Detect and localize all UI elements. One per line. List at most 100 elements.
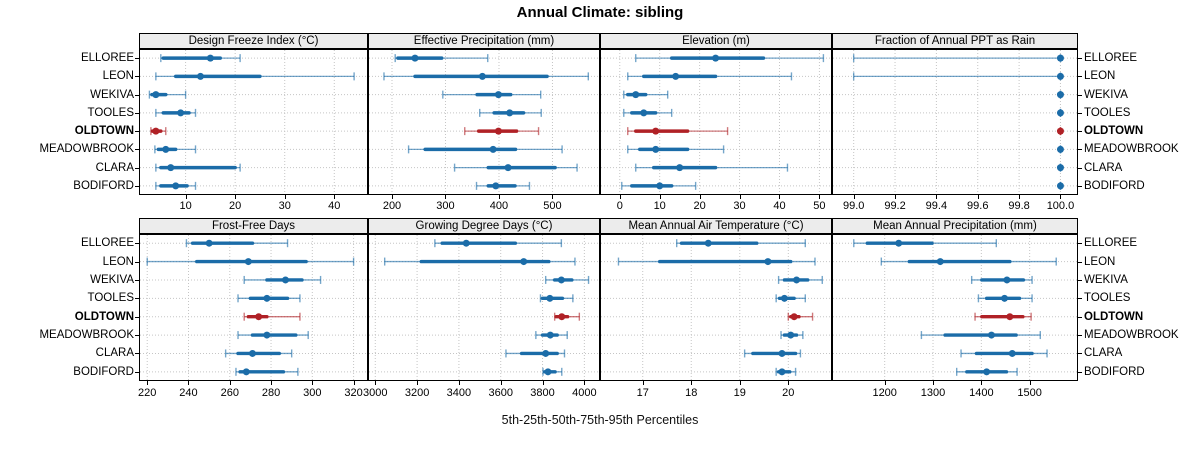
row-label-elloree-left: ELLOREE: [80, 237, 134, 250]
y-tick-right: [1078, 76, 1082, 78]
x-tick-growing-degree-days-c-: [458, 381, 460, 385]
panel-fraction-of-annual-ppt-as-rain: [832, 49, 1078, 195]
x-tick-mean-annual-precipitation-mm-: [1029, 381, 1031, 385]
strip-header-mean-annual-air-temperature-c-: Mean Annual Air Temperature (°C): [600, 218, 832, 234]
panel-elevation-m-: [600, 49, 832, 195]
x-tick-effective-precipitation-mm-: [445, 195, 447, 199]
x-tick-label-effective-precipitation-mm-: 500: [543, 200, 562, 212]
x-tick-label-effective-precipitation-mm-: 200: [382, 200, 402, 212]
x-tick-design-freeze-index-c-: [334, 195, 336, 199]
y-tick-right: [1078, 149, 1082, 151]
y-tick-right: [1078, 185, 1082, 187]
x-tick-design-freeze-index-c-: [235, 195, 237, 199]
x-tick-growing-degree-days-c-: [542, 381, 544, 385]
x-tick-label-growing-degree-days-c-: 3400: [446, 387, 472, 399]
x-tick-label-fraction-of-annual-ppt-as-rain: 99.8: [1008, 200, 1030, 212]
x-tick-mean-annual-precipitation-mm-: [981, 381, 983, 385]
panel-plot-elevation-m-: [601, 50, 831, 194]
x-tick-label-mean-annual-precipitation-mm-: 1200: [872, 387, 897, 399]
x-tick-label-elevation-m-: 50: [813, 200, 826, 212]
y-tick-left: [135, 112, 139, 114]
panel-plot-effective-precipitation-mm-: [369, 50, 599, 194]
x-tick-elevation-m-: [619, 195, 621, 199]
x-tick-label-frost-free-days: 240: [179, 387, 198, 399]
row-label-oldtown-right: OLDTOWN: [1084, 125, 1144, 138]
row-label-oldtown-right: OLDTOWN: [1084, 310, 1144, 323]
row-label-bodiford-left: BODIFORD: [73, 365, 134, 378]
panel-plot-fraction-of-annual-ppt-as-rain: [833, 50, 1077, 194]
x-tick-mean-annual-precipitation-mm-: [884, 381, 886, 385]
x-tick-label-growing-degree-days-c-: 3000: [363, 387, 388, 399]
x-tick-label-mean-annual-air-temperature-c-: 18: [685, 387, 698, 399]
panel-mean-annual-air-temperature-c-: [600, 234, 832, 381]
x-tick-fraction-of-annual-ppt-as-rain: [1019, 195, 1021, 199]
y-tick-right: [1078, 353, 1082, 355]
x-tick-growing-degree-days-c-: [375, 381, 377, 385]
x-tick-label-design-freeze-index-c-: 30: [278, 200, 291, 212]
y-tick-right: [1078, 243, 1082, 245]
row-label-wekiva-right: WEKIVA: [1084, 273, 1128, 286]
row-label-clara-right: CLARA: [1084, 161, 1123, 174]
figure-caption: 5th-25th-50th-75th-95th Percentiles: [501, 413, 699, 427]
x-tick-fraction-of-annual-ppt-as-rain: [936, 195, 938, 199]
y-tick-left: [135, 58, 139, 60]
x-tick-label-fraction-of-annual-ppt-as-rain: 99.6: [967, 200, 989, 212]
x-tick-label-design-freeze-index-c-: 10: [179, 200, 192, 212]
x-tick-elevation-m-: [779, 195, 781, 199]
strip-header-growing-degree-days-c-: Growing Degree Days (°C): [368, 218, 600, 234]
x-tick-frost-free-days: [353, 381, 355, 385]
y-tick-left: [135, 76, 139, 78]
y-tick-right: [1078, 335, 1082, 337]
y-tick-right: [1078, 371, 1082, 373]
x-tick-mean-annual-air-temperature-c-: [642, 381, 644, 385]
x-tick-fraction-of-annual-ppt-as-rain: [895, 195, 897, 199]
y-tick-right: [1078, 261, 1082, 263]
row-label-meadowbrook-right: MEADOWBROOK: [1084, 329, 1179, 342]
x-tick-label-elevation-m-: 30: [733, 200, 746, 212]
x-tick-growing-degree-days-c-: [500, 381, 502, 385]
x-tick-elevation-m-: [819, 195, 821, 199]
row-label-meadowbrook-right: MEADOWBROOK: [1084, 143, 1179, 156]
row-label-oldtown-left: OLDTOWN: [74, 125, 134, 138]
row-label-elloree-left: ELLOREE: [80, 52, 134, 65]
x-tick-elevation-m-: [739, 195, 741, 199]
panel-plot-design-freeze-index-c-: [140, 50, 367, 194]
row-label-bodiford-right: BODIFORD: [1084, 179, 1145, 192]
x-tick-fraction-of-annual-ppt-as-rain: [977, 195, 979, 199]
x-tick-label-elevation-m-: 0: [616, 200, 623, 212]
row-label-tooles-right: TOOLES: [1084, 106, 1131, 119]
x-tick-label-mean-annual-air-temperature-c-: 19: [733, 387, 746, 399]
x-tick-growing-degree-days-c-: [584, 381, 586, 385]
panel-effective-precipitation-mm-: [368, 49, 600, 195]
x-tick-label-fraction-of-annual-ppt-as-rain: 99.2: [884, 200, 906, 212]
x-tick-label-growing-degree-days-c-: 3600: [488, 387, 513, 399]
x-tick-label-effective-precipitation-mm-: 400: [489, 200, 509, 212]
row-label-tooles-left: TOOLES: [87, 106, 134, 119]
y-tick-left: [135, 185, 139, 187]
x-tick-effective-precipitation-mm-: [498, 195, 500, 199]
x-tick-frost-free-days: [271, 381, 273, 385]
panel-frost-free-days: [139, 234, 368, 381]
x-tick-label-mean-annual-air-temperature-c-: 20: [782, 387, 795, 399]
y-tick-left: [135, 353, 139, 355]
row-label-wekiva-left: WEKIVA: [90, 88, 134, 101]
y-tick-left: [135, 167, 139, 169]
row-label-wekiva-left: WEKIVA: [90, 273, 134, 286]
y-tick-right: [1078, 316, 1082, 318]
y-tick-left: [135, 243, 139, 245]
row-label-meadowbrook-left: MEADOWBROOK: [39, 329, 134, 342]
panel-plot-growing-degree-days-c-: [369, 235, 599, 380]
row-label-elloree-right: ELLOREE: [1084, 52, 1138, 65]
y-tick-left: [135, 131, 139, 133]
panel-plot-mean-annual-precipitation-mm-: [833, 235, 1077, 380]
row-label-oldtown-left: OLDTOWN: [74, 310, 134, 323]
x-tick-label-fraction-of-annual-ppt-as-rain: 100.0: [1046, 200, 1075, 212]
x-tick-frost-free-days: [312, 381, 314, 385]
x-tick-label-elevation-m-: 20: [693, 200, 706, 212]
panel-mean-annual-precipitation-mm-: [832, 234, 1078, 381]
x-tick-frost-free-days: [229, 381, 231, 385]
x-tick-label-mean-annual-air-temperature-c-: 17: [636, 387, 649, 399]
row-label-clara-left: CLARA: [95, 347, 134, 360]
x-tick-mean-annual-air-temperature-c-: [691, 381, 693, 385]
